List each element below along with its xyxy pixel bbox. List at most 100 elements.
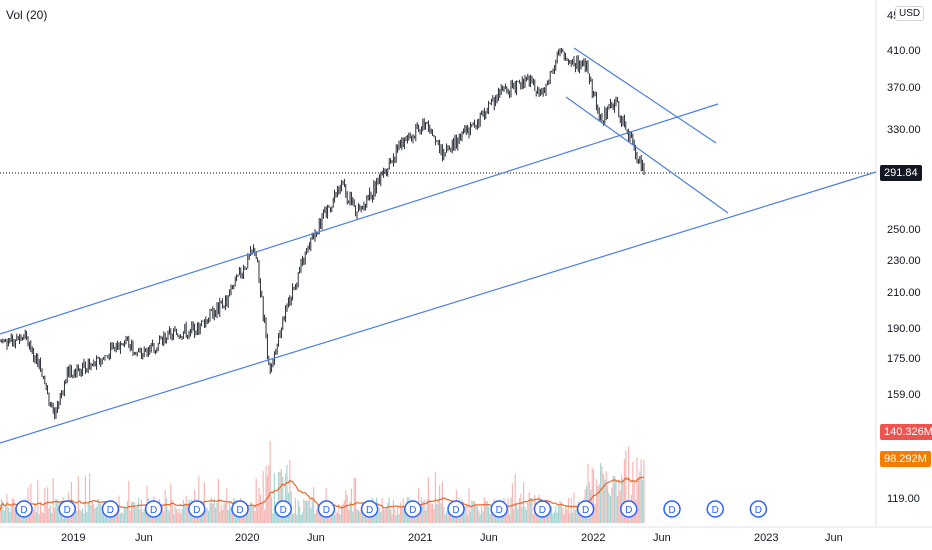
volume-bar [12, 498, 14, 523]
dividend-marker[interactable]: D [533, 500, 552, 518]
volume-bar [14, 507, 16, 523]
volume-bar [402, 498, 404, 523]
volume-bar [390, 508, 392, 523]
dividend-marker[interactable]: D [576, 500, 595, 518]
dividend-marker[interactable]: D [144, 500, 163, 518]
volume-bar [336, 513, 338, 523]
volume-bar [614, 476, 616, 523]
volume-bar [98, 503, 100, 523]
volume-bar [530, 497, 532, 523]
volume-bar [446, 511, 448, 523]
dividend-marker[interactable]: D [101, 500, 120, 518]
volume-bar [405, 507, 407, 523]
volume-bar [259, 494, 261, 523]
volume-bar [313, 487, 315, 523]
volume-bar [399, 502, 401, 523]
descending-channel-bottom-trendline[interactable] [565, 96, 729, 214]
volume-bar [607, 485, 609, 523]
volume-indicator-title[interactable]: Vol (20) [6, 8, 48, 22]
volume-bar [454, 514, 456, 523]
volume-bar [33, 509, 35, 523]
volume-bar [119, 513, 121, 523]
volume-bar [152, 514, 154, 523]
volume-bar [187, 503, 189, 523]
volume-bar [26, 514, 28, 523]
volume-bar [618, 479, 620, 523]
dividend-marker[interactable]: D [404, 500, 422, 518]
volume-bar [122, 513, 124, 523]
price-axis-labels: 45 410.00 370.00 330.00 250.00 230.00 21… [887, 10, 921, 505]
dividend-marker[interactable]: D [490, 500, 508, 518]
volume-bar [611, 487, 613, 523]
dividend-marker[interactable]: D [749, 500, 768, 518]
dividend-marker[interactable]: D [360, 500, 379, 518]
dividend-marker[interactable]: D [58, 500, 76, 518]
volume-bar [40, 501, 42, 523]
volume-bar [378, 507, 380, 523]
svg-text:D: D [452, 505, 459, 516]
volume-bar [0, 510, 1, 523]
volume-bar [532, 514, 534, 523]
volume-bar [563, 513, 565, 523]
volume-bar [562, 507, 564, 523]
descending-channel-top-trendline[interactable] [573, 47, 717, 144]
volume-bar [167, 509, 169, 523]
volume-bar [528, 492, 530, 523]
volume-bar [121, 512, 123, 523]
volume-bar [439, 485, 441, 523]
volume-bar [426, 499, 428, 523]
volume-bar [138, 497, 140, 523]
volume-bar [510, 497, 512, 523]
volume-bar [520, 493, 522, 523]
dividend-marker[interactable]: D [706, 500, 724, 518]
volume-bar [261, 504, 263, 523]
volume-bar [279, 471, 281, 523]
volume-bar [264, 509, 266, 523]
volume-bar [199, 513, 201, 523]
volume-bar [469, 511, 471, 523]
dividend-marker[interactable]: D [317, 500, 336, 518]
y-tick-label: 330.00 [887, 124, 921, 136]
y-tick-label: 210.00 [887, 287, 921, 299]
volume-bar [471, 500, 473, 523]
volume-bar [605, 471, 607, 523]
dividend-marker[interactable]: D [274, 500, 292, 518]
volume-bar [328, 513, 330, 523]
dividend-marker[interactable]: D [447, 500, 465, 518]
lower-channel-trendline[interactable] [0, 171, 877, 444]
svg-text:D: D [539, 505, 546, 516]
dividend-marker[interactable]: D [188, 500, 206, 518]
volume-bar [482, 511, 484, 523]
dividend-marker[interactable]: D [620, 500, 638, 518]
volume-bar [318, 512, 320, 523]
volume-bar [236, 514, 238, 523]
currency-label[interactable]: USD [895, 6, 925, 21]
volume-bar [310, 508, 312, 523]
volume-bar [6, 493, 8, 523]
volume-bar [203, 482, 205, 523]
volume-bar [86, 512, 88, 523]
volume-bar [397, 505, 399, 523]
volume-bar [569, 513, 571, 523]
volume-bar [2, 500, 4, 523]
volume-bar [451, 513, 453, 523]
volume-bar [430, 504, 432, 523]
volume-bar [579, 508, 581, 523]
volume-bar [166, 498, 168, 523]
volume-bar [296, 514, 298, 523]
volume-bar [486, 501, 488, 523]
dividend-marker[interactable]: D [663, 500, 681, 518]
volume-bar [177, 512, 179, 523]
volume-bar [643, 459, 645, 523]
volume-bar [45, 502, 47, 523]
volume-bar [63, 511, 65, 523]
volume-bar [329, 512, 331, 523]
volume-bar [398, 513, 400, 523]
volume-bar [224, 502, 226, 523]
dividend-marker[interactable]: D [231, 500, 249, 518]
dividend-marker[interactable]: D [15, 500, 33, 518]
volume-bar [334, 514, 336, 523]
upper-channel-trendline[interactable] [0, 103, 719, 335]
